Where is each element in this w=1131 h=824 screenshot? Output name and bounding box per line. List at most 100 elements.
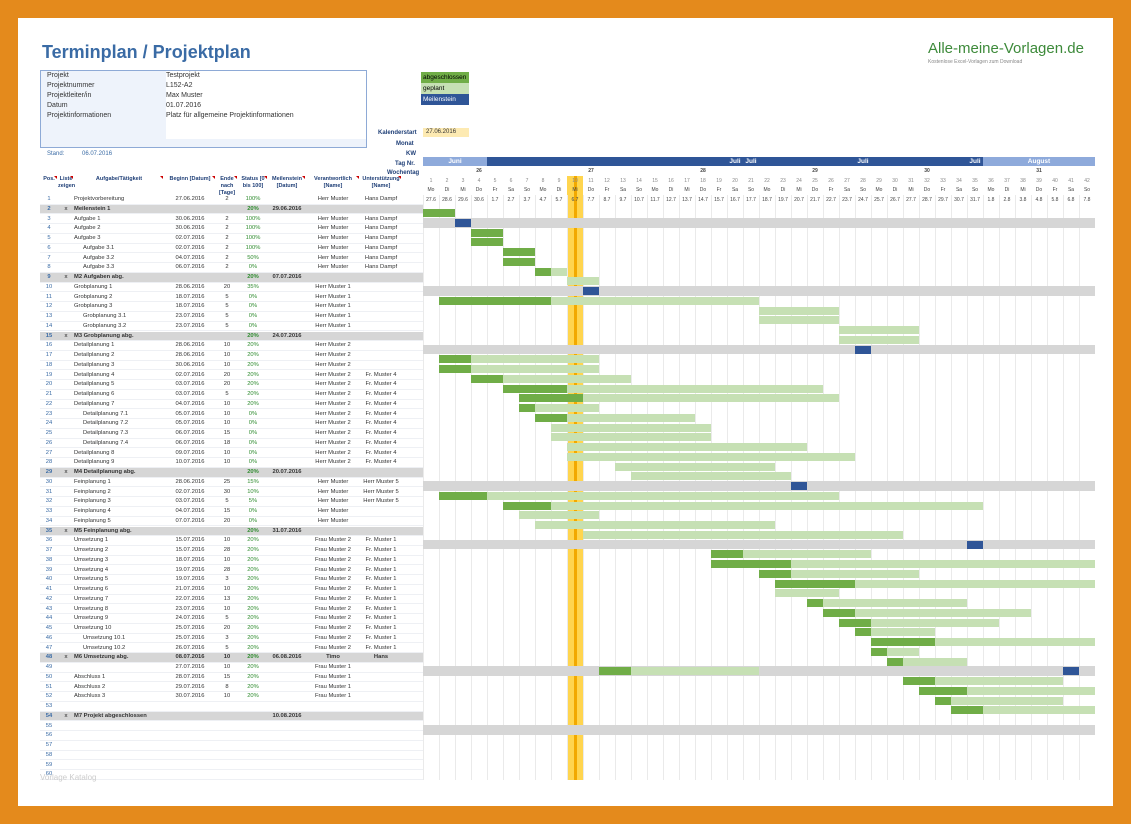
milestone-row[interactable]: 2 x Meilenstein 1 20% 29.06.2016 — [40, 204, 423, 215]
table-row[interactable]: 44 Umsetzung 9 24.07.2016 5 20% Frau Muster 2… — [40, 614, 423, 624]
table-row[interactable]: 49 27.07.2016 10 20% Frau Muster 1 — [40, 663, 423, 673]
table-row[interactable]: 5 Aufgabe 3 02.07.2016 2 100% Herr Muster Hans… — [40, 234, 423, 244]
milestone-row[interactable]: 35 x M5 Feinplanung abg. 20% 31.07.2016 — [40, 526, 423, 537]
table-row[interactable]: 24 Detailplanung 7.2 05.07.2016 10 0% Herr Mu… — [40, 419, 423, 429]
table-row[interactable]: 19 Detailplanung 4 02.07.2016 20 20% Herr Mus… — [40, 371, 423, 381]
table-row[interactable]: 46 Umsetzung 10.1 25.07.2016 3 20% Frau Muste… — [40, 634, 423, 644]
table-row[interactable]: 11 Grobplanung 2 18.07.2016 5 0% Herr Muster … — [40, 293, 423, 303]
table-row[interactable]: 32 Feinplanung 3 03.07.2016 5 5% Herr Muster H… — [40, 497, 423, 507]
cell-num: 17 — [45, 352, 53, 358]
column-header-ver[interactable]: Verantwortlich [Name] — [306, 176, 360, 196]
filter-arrow-icon[interactable] — [356, 176, 359, 179]
cell-beg: 22.07.2016 — [175, 595, 205, 602]
table-row[interactable]: 33 Feinplanung 4 04.07.2016 15 0% Herr Muster — [40, 507, 423, 517]
table-row[interactable]: 10 Grobplanung 1 28.06.2016 20 35% Herr Muste… — [40, 283, 423, 293]
table-row[interactable]: 20 Detailplanung 5 03.07.2016 20 20% Herr Mus… — [40, 380, 423, 390]
column-header-end[interactable]: Ende nach [Tage] — [218, 176, 237, 196]
filter-arrow-icon[interactable] — [160, 176, 163, 179]
filter-arrow-icon[interactable] — [54, 176, 57, 179]
filter-arrow-icon[interactable] — [398, 176, 401, 179]
table-row[interactable]: 3 Aufgabe 1 30.06.2016 2 100% Herr Muster Hans… — [40, 215, 423, 225]
info-value[interactable]: 01.07.2016 — [166, 101, 366, 111]
table-row[interactable]: 55 — [40, 722, 423, 732]
table-row[interactable]: 18 Detailplanung 3 30.06.2016 10 20% Herr Mus… — [40, 361, 423, 371]
table-row[interactable]: 13 Grobplanung 3.1 23.07.2016 5 0% Herr Muste… — [40, 312, 423, 322]
table-row[interactable]: 43 Umsetzung 8 23.07.2016 10 20% Frau Muster … — [40, 605, 423, 615]
table-row[interactable]: 8 Aufgabe 3.3 06.07.2016 2 0% Herr Muster Hans… — [40, 263, 423, 273]
cell-beg: 27.06.2016 — [175, 196, 205, 202]
table-row[interactable]: 59 — [40, 761, 423, 771]
weekday: Mo — [539, 187, 547, 193]
info-value[interactable]: Platz für allgemeine Projektinformatione… — [166, 111, 366, 139]
column-header-task[interactable]: Aufgabe/Tätigkeit — [74, 176, 164, 196]
filter-arrow-icon[interactable] — [70, 176, 73, 179]
table-row[interactable]: 30 Feinplanung 1 28.06.2016 25 15% Herr Muste… — [40, 478, 423, 488]
info-value[interactable]: L152-A2 — [166, 81, 366, 91]
table-row[interactable]: 31 Feinplanung 2 02.07.2016 30 10% Herr Muste… — [40, 488, 423, 498]
cell-end: 8 — [225, 683, 229, 690]
cell-beg: 15.07.2016 — [175, 547, 205, 553]
info-value[interactable]: Testprojekt — [166, 71, 366, 81]
column-header-unt[interactable]: Unterstützung [Name] — [362, 176, 401, 189]
table-row[interactable]: 27 Detailplanung 8 09.07.2016 10 0% Herr Must… — [40, 449, 423, 459]
table-row[interactable]: 60 — [40, 770, 423, 780]
table-row[interactable]: 56 — [40, 731, 423, 741]
filter-arrow-icon[interactable] — [212, 176, 215, 179]
column-header-beg[interactable]: Beginn [Datum] — [164, 176, 216, 196]
column-header-num[interactable]: Pos. — [40, 176, 58, 196]
cell-num: 55 — [45, 722, 53, 729]
table-row[interactable]: 40 Umsetzung 5 19.07.2016 3 20% Frau Muster 2… — [40, 575, 423, 585]
table-row[interactable]: 7 Aufgabe 3.2 04.07.2016 2 50% Herr Muster Han… — [40, 254, 423, 264]
cell-lz — [58, 497, 74, 506]
table-row[interactable]: 47 Umsetzung 10.2 26.07.2016 5 20% Frau Muste… — [40, 644, 423, 654]
table-row[interactable]: 58 — [40, 751, 423, 761]
table-row[interactable]: 22 Detailplanung 7 04.07.2016 10 20% Herr Mus… — [40, 400, 423, 410]
table-row[interactable]: 57 — [40, 741, 423, 751]
table-row[interactable]: 26 Detailplanung 7.4 06.07.2016 18 0% Herr Mu… — [40, 439, 423, 449]
table-row[interactable]: 41 Umsetzung 6 21.07.2016 10 20% Frau Muster … — [40, 585, 423, 595]
milestone-row[interactable]: 29 x M4 Detailplanung abg. 20% 20.07.2016 — [40, 468, 423, 478]
table-row[interactable]: 37 Umsetzung 2 15.07.2016 28 20% Frau Muster … — [40, 546, 423, 556]
filter-arrow-icon[interactable] — [264, 176, 267, 179]
cell-end — [216, 468, 238, 477]
table-row[interactable]: 23 Detailplanung 7.1 05.07.2016 10 0% Herr Mu… — [40, 410, 423, 420]
milestone-row[interactable]: 54 x M7 Projekt abgeschlossen 10.08.2016 — [40, 711, 423, 722]
table-row[interactable]: 53 — [40, 702, 423, 712]
table-row[interactable]: 39 Umsetzung 4 19.07.2016 28 20% Frau Muster … — [40, 566, 423, 576]
table-row[interactable]: 52 Abschluss 3 30.07.2016 10 20% Frau Muster … — [40, 692, 423, 702]
gantt-bar-planned — [567, 443, 807, 451]
weekday: Di — [1004, 187, 1010, 193]
table-row[interactable]: 34 Feinplanung 5 07.07.2016 20 0% Herr Muster — [40, 517, 423, 527]
table-row[interactable]: 17 Detailplanung 2 28.06.2016 10 20% Herr Mus… — [40, 351, 423, 361]
table-row[interactable]: 14 Grobplanung 3.2 23.07.2016 5 0% Herr Muste… — [40, 322, 423, 332]
filter-arrow-icon[interactable] — [302, 176, 305, 179]
cell-lz — [58, 195, 74, 204]
table-row[interactable]: 12 Grobplanung 3 18.07.2016 5 0% Herr Muster … — [40, 302, 423, 312]
cell-lz — [58, 322, 74, 331]
table-row[interactable]: 36 Umsetzung 1 15.07.2016 10 20% Frau Muster … — [40, 536, 423, 546]
column-header-stat[interactable]: Status [0 bis 100] — [238, 176, 268, 196]
gantt-bar-planned — [535, 521, 775, 529]
milestone-row[interactable]: 9 x M2 Aufgaben abg. 20% 07.07.2016 — [40, 273, 423, 283]
gantt-bar-planned — [567, 452, 855, 461]
table-row[interactable]: 50 Abschluss 1 28.07.2016 15 20% Frau Muster … — [40, 673, 423, 683]
milestone-row[interactable]: 48 x M6 Umsetzung abg. 08.07.2016 10 20% 06.08… — [40, 653, 423, 663]
table-row[interactable]: 28 Detailplanung 9 10.07.2016 10 0% Herr Must… — [40, 458, 423, 468]
table-row[interactable]: 45 Umsetzung 10 25.07.2016 20 20% Frau Muster… — [40, 624, 423, 634]
table-row[interactable]: 42 Umsetzung 7 22.07.2016 13 20% Frau Muster … — [40, 595, 423, 605]
table-row[interactable]: 51 Abschluss 2 29.07.2016 8 20% Frau Muster 1 — [40, 683, 423, 693]
filter-arrow-icon[interactable] — [234, 176, 237, 179]
table-row[interactable]: 6 Aufgabe 3.1 02.07.2016 2 100% Herr Muster Ha… — [40, 244, 423, 254]
table-row[interactable]: 4 Aufgabe 2 30.06.2016 2 100% Herr Muster Hans… — [40, 224, 423, 234]
table-row[interactable]: 1 Projektvorbereitung 27.06.2016 2 100% Herr … — [40, 195, 423, 205]
milestone-row[interactable]: 15 x M3 Grobplanung abg. 20% 24.07.2016 — [40, 331, 423, 342]
info-value[interactable]: Max Muster — [166, 91, 366, 101]
table-row[interactable]: 16 Detailplanung 1 28.06.2016 10 20% Herr Mus… — [40, 341, 423, 351]
kalenderstart-value[interactable]: 27.06.2016 — [423, 128, 469, 137]
cell-ver: Frau Muster 1 — [314, 664, 352, 670]
table-row[interactable]: 25 Detailplanung 7.3 06.07.2016 15 0% Herr Mu… — [40, 429, 423, 439]
table-row[interactable]: 21 Detailplanung 6 03.07.2016 5 20% Herr Must… — [40, 390, 423, 400]
column-header-lz[interactable]: Liste zeigen — [58, 176, 76, 189]
table-row[interactable]: 38 Umsetzung 3 18.07.2016 10 20% Frau Muster … — [40, 556, 423, 566]
column-header-mil[interactable]: Meilenstein [Datum] — [268, 176, 306, 196]
